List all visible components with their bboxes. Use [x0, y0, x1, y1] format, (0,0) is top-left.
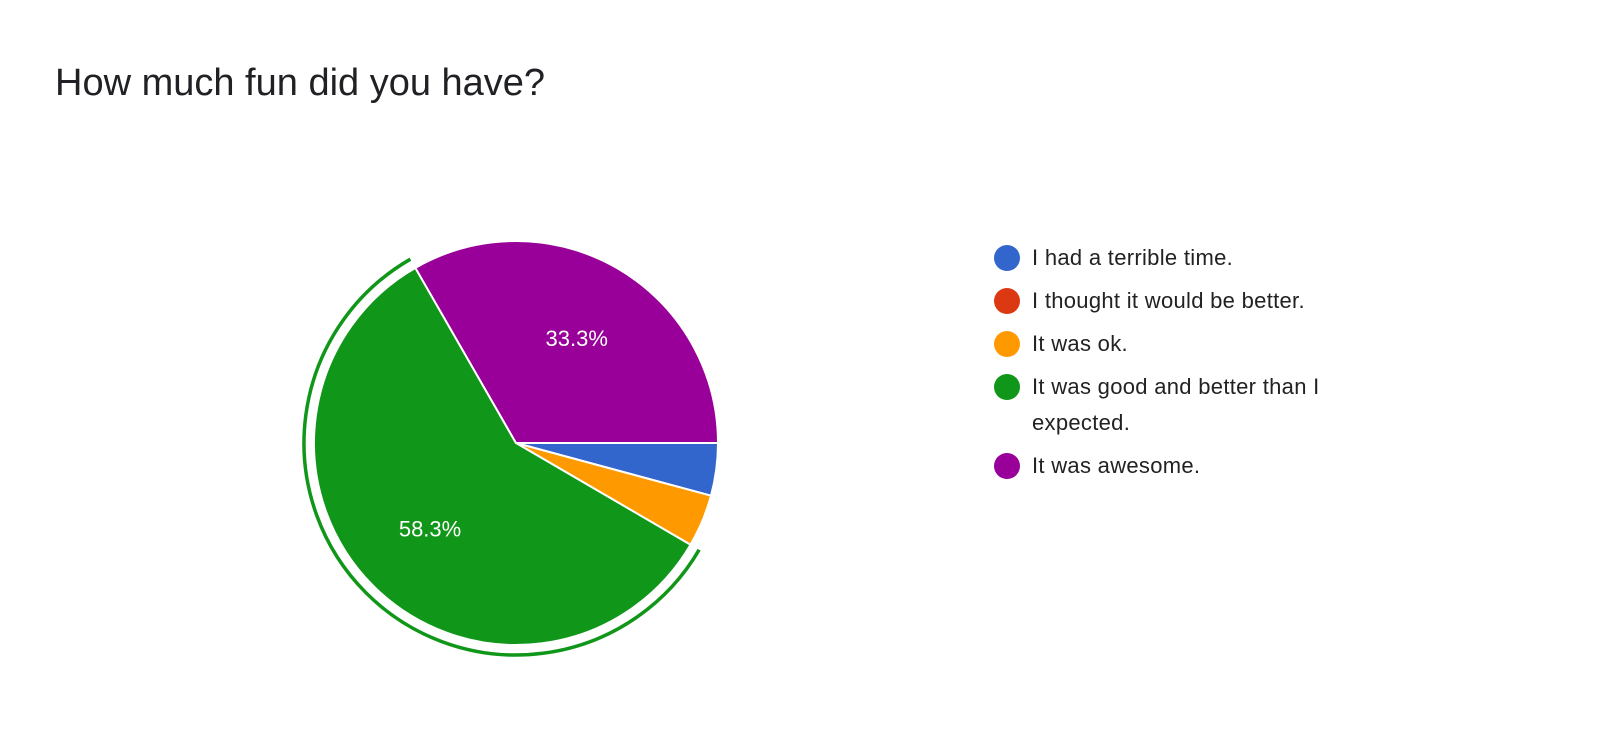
legend-label: I thought it would be better.: [1032, 288, 1305, 313]
legend-dot: [994, 331, 1020, 357]
legend-label: It was ok.: [1032, 331, 1128, 356]
legend-item[interactable]: It was good and better than I expected.: [994, 369, 1414, 441]
pie-slice[interactable]: [414, 240, 720, 444]
legend-dot: [994, 374, 1020, 400]
legend-label: I had a terrible time.: [1032, 245, 1234, 270]
data-label: 33.3%: [546, 326, 608, 351]
highlight-ring: [302, 257, 701, 657]
legend-item[interactable]: It was ok.: [994, 326, 1414, 362]
legend-item[interactable]: I had a terrible time.: [994, 240, 1414, 276]
legend: I had a terrible time. I thought it woul…: [994, 240, 1414, 491]
legend-dot: [994, 288, 1020, 314]
legend-label: It was awesome.: [1032, 453, 1201, 478]
chart-title: How much fun did you have?: [55, 62, 546, 104]
legend-item[interactable]: I thought it would be better.: [994, 283, 1414, 319]
legend-item[interactable]: It was awesome.: [994, 448, 1414, 484]
legend-dot: [994, 245, 1020, 271]
data-label: 58.3%: [399, 516, 461, 541]
pie-slice[interactable]: [313, 266, 692, 646]
legend-dot: [994, 453, 1020, 479]
legend-label: It was good and better than I expected.: [1032, 374, 1320, 435]
